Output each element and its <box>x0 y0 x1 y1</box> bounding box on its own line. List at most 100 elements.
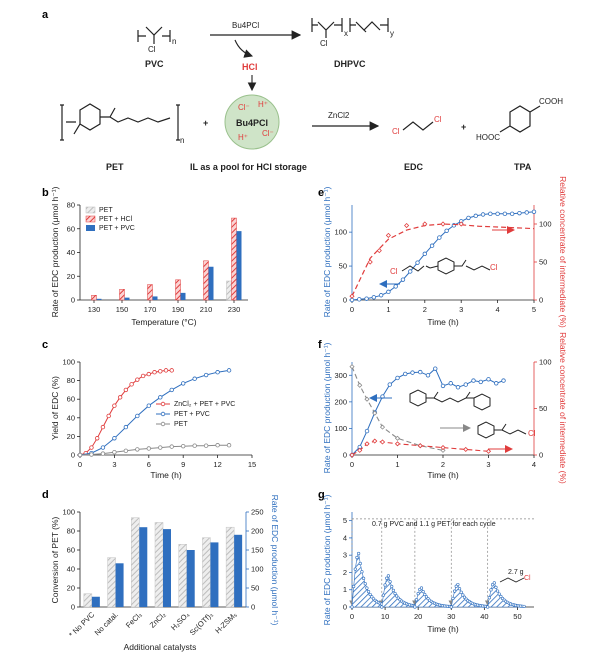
chart-g-ytick-label: 2 <box>343 568 347 577</box>
chart-c-point <box>192 376 197 381</box>
chart-e-edc-point <box>393 284 398 289</box>
chart-b-xtick-label: 190 <box>172 305 185 314</box>
chart-f-intermediate-point <box>349 452 355 458</box>
chart-f-ytick-label: 100 <box>334 424 347 433</box>
chart-c-legend-label: PET <box>174 421 188 428</box>
chart-f-molecule-1 <box>409 389 491 411</box>
chart-c-ytick-label: 0 <box>71 451 75 460</box>
chart-c-point <box>89 452 94 457</box>
chart-c-point <box>158 369 163 374</box>
chart-d-axes: 0 20 40 60 80 100 0 50 100 150 200 250 Additional ca… <box>50 495 280 652</box>
chart-b-ytick-label: 40 <box>67 248 75 257</box>
chart-f-ytick-label: 0 <box>343 451 347 460</box>
zncl2-label: ZnCl2 <box>328 111 350 120</box>
edc-cl-2: Cl <box>434 115 442 124</box>
chart-c: c 0 20 40 60 80 100 0 3 6 9 12 15 Time (h) Yield of E… <box>42 339 256 480</box>
chart-f-intermediate-point <box>379 439 386 445</box>
chart-c-point <box>158 445 163 450</box>
dhpvc-x: x <box>344 29 348 38</box>
chart-b-bar <box>124 297 130 300</box>
chart-c-point <box>135 447 140 452</box>
chart-g-ytick-label: 1 <box>343 585 347 594</box>
chart-c-legend-marker <box>160 411 166 417</box>
chart-g-point <box>522 604 526 609</box>
chart-c-point <box>152 370 157 375</box>
chart-d-y2tick-label: 250 <box>251 508 264 517</box>
chart-g-point <box>499 594 503 599</box>
chart-e-y2label: Relative concentrate of intermediate (%) <box>558 176 568 328</box>
chart-f-xtick-label: 3 <box>486 460 490 469</box>
chart-f-edc-point <box>387 382 392 387</box>
chart-d-bar-conversion <box>131 517 140 608</box>
plus-1: + <box>203 118 208 128</box>
chart-g-point <box>390 584 394 589</box>
chart-c-point <box>135 377 140 382</box>
chart-f-ytick-label: 300 <box>334 371 347 380</box>
chart-g-edc-cl: Cl <box>524 575 531 582</box>
chart-c-point <box>89 445 94 450</box>
chart-g-point <box>423 592 427 597</box>
chart-g-point <box>414 598 419 602</box>
chart-c-xtick-label: 12 <box>213 460 221 469</box>
chart-b-ytick-label: 0 <box>71 296 75 305</box>
chart-f-xlabel: Time (h) <box>427 470 458 480</box>
chart-g-point <box>388 580 392 584</box>
chart-f-edc-point <box>455 385 461 390</box>
chart-e-edc-point <box>408 269 413 274</box>
chart-b-xtick-label: 230 <box>228 305 241 314</box>
il-hplus-1: H⁺ <box>258 100 268 109</box>
chart-e-intermediate-point <box>440 221 446 227</box>
chart-d-bar-conversion <box>225 526 235 608</box>
chart-c-legend-marker <box>160 421 166 427</box>
chart-e-edc-point <box>364 296 369 301</box>
chart-f-mol-cl: Cl <box>528 429 536 438</box>
chart-d-y2tick-label: 100 <box>251 565 264 574</box>
pvc-n: n <box>172 37 176 46</box>
chart-c-point <box>94 436 100 441</box>
chart-g-area: 0.7 g PVC and 1.1 g PET for each cycle 2.… <box>349 518 534 609</box>
chart-d-y2tick-label: 150 <box>251 546 264 555</box>
chart-c-point <box>106 413 111 419</box>
pvc-cl: Cl <box>148 45 156 54</box>
chart-b-ytick-label: 80 <box>67 201 75 210</box>
plus-2: + <box>461 122 466 132</box>
chart-e-intermediate-fit <box>351 223 535 297</box>
chart-d-bar-rate <box>115 563 124 607</box>
chart-e-edc-point <box>502 211 508 217</box>
chart-g-xtick-label: 50 <box>513 612 521 621</box>
chart-e-xtick-label: 1 <box>386 305 390 314</box>
chart-f-molecule-2 <box>477 421 527 439</box>
chart-g-ytick-label: 0 <box>343 603 347 612</box>
chart-e-edc-point <box>371 295 377 300</box>
chart-e-molecule <box>401 257 491 275</box>
chart-e-y2tick-label: 50 <box>539 258 547 267</box>
tpa-cooh: COOH <box>539 97 563 106</box>
chart-c-point <box>180 381 186 386</box>
chart-g-ylabel: Rate of EDC production (μmol h⁻¹) <box>322 494 332 625</box>
chart-b-legend-label: PET + HCl <box>99 216 133 223</box>
chart-f-intermediate-point <box>379 424 386 430</box>
chart-b-legend-swatch <box>85 215 96 223</box>
panel-label-g: g <box>318 489 325 501</box>
chart-e-xtick-label: 0 <box>350 305 354 314</box>
chart-d-xtick-label: * No PVC <box>67 610 96 639</box>
chart-e-edc-point <box>378 293 384 298</box>
chart-d-y2tick-label: 50 <box>251 584 259 593</box>
chart-g-point <box>352 584 356 589</box>
chart-e-y2tick-label: 100 <box>539 220 552 229</box>
chart-f-edc-point <box>433 366 438 371</box>
bu4pcl-arrow-label: Bu4PCl <box>232 21 259 30</box>
chart-b-ytick-label: 60 <box>67 224 75 233</box>
chart-g-point <box>350 605 354 609</box>
chart-g-point <box>416 591 420 596</box>
chart-f-xtick-label: 1 <box>395 460 399 469</box>
chart-d-ytick-label: 20 <box>67 584 75 593</box>
chart-g-point <box>424 595 429 599</box>
chart-c-point <box>226 368 232 373</box>
chart-b-bar <box>208 266 214 300</box>
chart-c-lines <box>77 368 232 458</box>
chart-g-point <box>497 592 501 596</box>
chart-g-point <box>487 596 491 600</box>
chart-d-xtick-label: H₂SO₄ <box>169 610 191 632</box>
